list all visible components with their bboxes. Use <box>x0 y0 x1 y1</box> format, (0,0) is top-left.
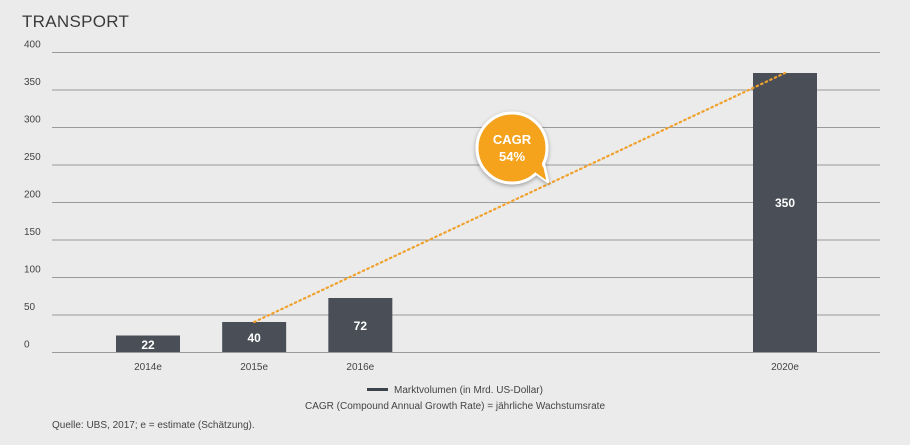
bar <box>222 322 287 352</box>
y-tick-label: 350 <box>24 77 41 88</box>
y-tick-label: 300 <box>24 115 41 126</box>
cagr-badge-tail-fill <box>532 160 546 180</box>
y-tick-label: 0 <box>24 340 30 351</box>
cagr-badge-circle <box>475 111 549 185</box>
x-tick-label: 2014e <box>134 362 162 373</box>
legend-series: Marktvolumen (in Mrd. US-Dollar) <box>0 385 910 396</box>
x-tick-label: 2016e <box>346 362 374 373</box>
bar <box>116 335 180 352</box>
bar-value-label: 40 <box>247 331 261 345</box>
bars: 22 40 72 350 <box>116 73 817 352</box>
y-tick-label: 200 <box>24 190 41 201</box>
legend-series-label: Marktvolumen (in Mrd. US-Dollar) <box>394 385 543 396</box>
bar <box>328 298 393 352</box>
bar <box>753 73 817 352</box>
source-note: Quelle: UBS, 2017; e = estimate (Schätzu… <box>52 420 255 431</box>
y-tick-label: 150 <box>24 227 41 238</box>
cagr-trend-line <box>253 71 787 324</box>
bar-value-label: 350 <box>775 196 795 210</box>
x-tick-label: 2015e <box>240 362 268 373</box>
bar-value-label: 22 <box>141 338 155 352</box>
y-axis-ticks: 0 50 100 150 200 250 300 350 400 <box>24 40 41 351</box>
legend-cagr-note: CAGR (Compound Annual Growth Rate) = jäh… <box>304 401 606 412</box>
y-tick-label: 100 <box>24 265 41 276</box>
cagr-badge-value: 54% <box>499 149 525 164</box>
legend-swatch <box>367 387 389 391</box>
chart-title: TRANSPORT <box>22 12 130 31</box>
cagr-annotation: CAGR 54% <box>253 71 787 324</box>
x-tick-label: 2020e <box>771 362 799 373</box>
cagr-badge: CAGR 54% <box>475 111 550 185</box>
grid-lines <box>52 52 880 353</box>
y-tick-label: 400 <box>24 40 41 51</box>
y-tick-label: 250 <box>24 152 41 163</box>
x-axis-ticks: 2014e 2015e 2016e 2020e <box>134 362 799 373</box>
y-tick-label: 50 <box>24 302 36 313</box>
bar-value-label: 72 <box>354 319 368 333</box>
cagr-badge-label: CAGR <box>493 132 532 147</box>
